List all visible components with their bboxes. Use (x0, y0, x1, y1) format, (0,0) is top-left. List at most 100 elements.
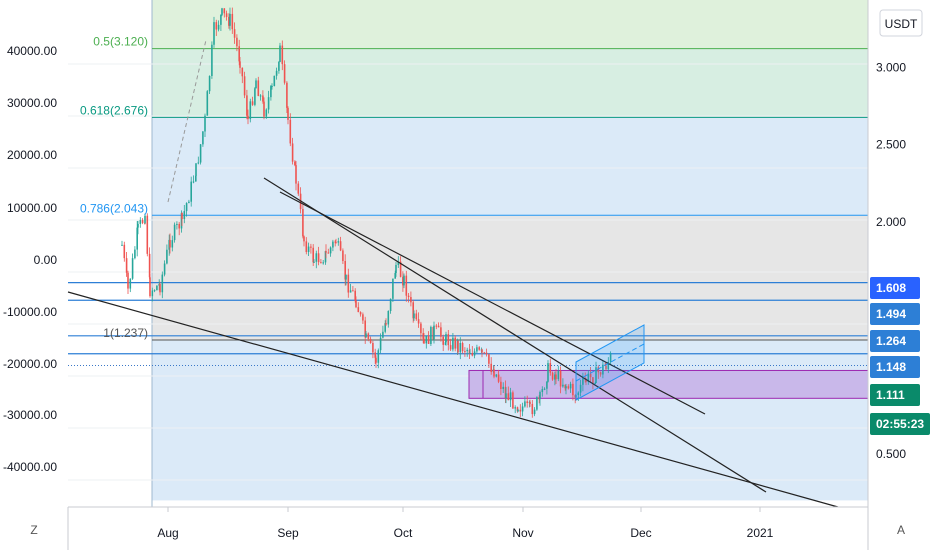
candle-body (582, 378, 584, 385)
right-axis-panel[interactable] (868, 0, 932, 550)
candle-body (504, 386, 507, 398)
candle-body (215, 22, 218, 30)
right-axis[interactable]: 3.000 2.500 2.000 0.500 1.608 1.494 1.264 1.148… (870, 60, 930, 461)
candle-body (231, 13, 234, 30)
bottom-axis-panel[interactable] (0, 507, 932, 550)
candle-body (420, 323, 422, 334)
candle-body (379, 337, 382, 351)
candle-body (148, 253, 151, 278)
x-axis-tick: Oct (394, 526, 413, 540)
currency-unit-label: USDT (885, 17, 918, 31)
candle-body (425, 335, 428, 344)
fib-zone-1 (152, 48, 868, 118)
trendline-0[interactable] (67, 291, 839, 508)
candle-body (123, 244, 126, 259)
candle-body (263, 101, 265, 117)
candle-body (161, 274, 164, 293)
candle-body (531, 403, 534, 415)
candle-body (559, 370, 562, 387)
candle-body (302, 209, 304, 237)
left-axis: 40000.00 30000.00 20000.00 10000.00 0.00 -100… (3, 44, 57, 474)
grid-lines (68, 63, 868, 481)
candle-body (325, 251, 327, 253)
candle-body (262, 95, 264, 102)
candle-body (281, 45, 284, 65)
x-axis-tick: 2021 (747, 526, 774, 540)
candle-body (246, 95, 248, 116)
candle-body (180, 212, 183, 229)
price-label-text: 1.148 (876, 360, 906, 374)
price-label-box[interactable] (870, 356, 920, 378)
currency-unit-button[interactable] (879, 9, 923, 37)
demand-zone-box[interactable] (468, 369, 869, 399)
price-channel[interactable] (575, 324, 645, 401)
candle-body (594, 382, 596, 384)
candle-body (249, 101, 252, 120)
candle-body (549, 363, 552, 373)
candle-body (217, 24, 220, 30)
price-label-box[interactable] (870, 303, 920, 325)
left-axis-tick: 20000.00 (7, 148, 57, 162)
candle-body (468, 349, 471, 354)
candle-body (592, 377, 594, 384)
fib-zones (151, 0, 868, 507)
right-axis-tick: 3.000 (876, 60, 906, 74)
candle-body (347, 274, 350, 293)
candle-body (254, 88, 256, 105)
trendline-1[interactable] (263, 177, 767, 493)
left-axis-tick: -40000.00 (3, 460, 57, 474)
candle-body (599, 372, 602, 375)
candle-body (397, 261, 400, 265)
x-axis-tick: Aug (157, 526, 178, 540)
x-axis-tick: Sep (277, 526, 299, 540)
candle-body (259, 95, 262, 97)
candle-body (403, 275, 405, 286)
candle-body (543, 388, 546, 390)
candle-body (251, 101, 254, 105)
candle-body (295, 165, 297, 184)
fib-label-3: 1(1.237) (103, 326, 148, 340)
candle-body (502, 386, 504, 389)
candle-body (199, 144, 202, 163)
left-axis-tick: -20000.00 (3, 357, 57, 371)
candle-body (313, 261, 315, 263)
demand-zone[interactable] (468, 369, 869, 399)
candle-body (228, 16, 230, 26)
left-axis-tick: -10000.00 (3, 305, 57, 319)
candle-body (202, 131, 204, 145)
auto-scale-button[interactable]: A (897, 523, 905, 537)
candle-body (324, 251, 327, 263)
candle-body (171, 240, 174, 248)
candle-body (478, 347, 480, 350)
candle-body (294, 161, 296, 166)
candle-body (430, 326, 432, 345)
candle-body (536, 397, 538, 410)
price-label-box[interactable] (870, 413, 930, 435)
candles (121, 7, 612, 418)
candle-body (452, 337, 454, 350)
candle-body (211, 44, 213, 76)
price-label-text: 1.111 (876, 388, 905, 402)
fib-zone-0 (152, 0, 868, 49)
price-label-box[interactable] (870, 277, 920, 299)
candle-body (178, 223, 180, 229)
horizontal-levels (68, 48, 868, 366)
candle-body (461, 342, 464, 352)
trendlines[interactable] (67, 39, 839, 508)
left-axis-tick: 40000.00 (7, 44, 57, 58)
price-label-box[interactable] (870, 384, 920, 406)
trendline-2[interactable] (279, 191, 706, 415)
candle-body (541, 389, 544, 393)
x-axis[interactable]: Aug Sep Oct Nov Dec 2021 (157, 507, 774, 540)
candle-body (169, 239, 171, 248)
zoom-button[interactable]: Z (30, 523, 37, 537)
channel-body[interactable] (575, 324, 645, 401)
candle-body (471, 352, 474, 356)
candle-body (312, 247, 314, 263)
candle-body (529, 401, 531, 404)
candle-body (375, 357, 377, 363)
price-label-box[interactable] (870, 330, 920, 352)
candle-body (394, 272, 396, 279)
left-axis-tick: 0.00 (34, 253, 58, 267)
